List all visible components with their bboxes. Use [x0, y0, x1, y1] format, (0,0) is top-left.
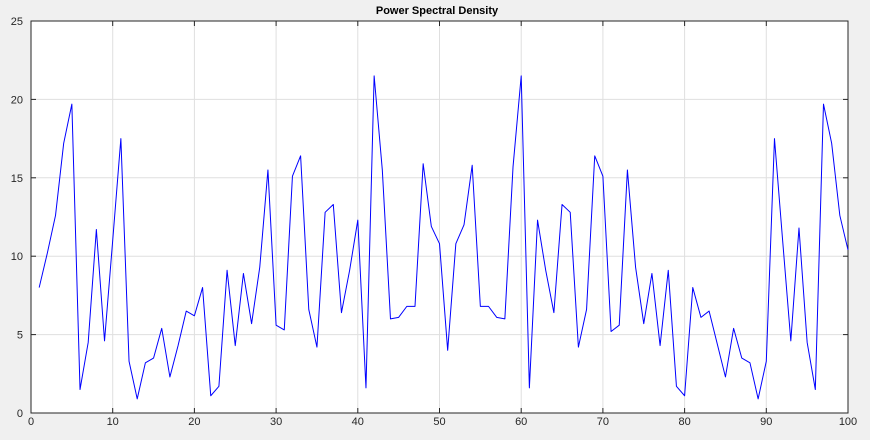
x-tick-label: 70 [597, 416, 609, 428]
y-tick-label: 25 [11, 16, 23, 28]
x-tick-label: 40 [352, 416, 364, 428]
y-tick-label: 20 [11, 94, 23, 106]
x-tick-label: 0 [28, 416, 34, 428]
x-tick-label: 50 [433, 416, 445, 428]
chart-title: Power Spectral Density [376, 5, 499, 17]
x-tick-label: 90 [760, 416, 772, 428]
y-tick-label: 10 [11, 251, 23, 263]
x-tick-label: 100 [839, 416, 857, 428]
axis-ticks [30, 20, 849, 414]
x-tick-label: 10 [107, 416, 119, 428]
x-tick-label: 60 [515, 416, 527, 428]
y-tick-label: 15 [11, 173, 23, 185]
x-tick-label: 80 [678, 416, 690, 428]
x-tick-label: 30 [270, 416, 282, 428]
x-tick-label: 20 [188, 416, 200, 428]
plot-series [38, 75, 849, 400]
y-tick-label: 0 [17, 408, 23, 420]
psd-series-line [38, 75, 849, 400]
x-axis-tick-labels: 0 10 20 30 40 50 60 70 80 90 100 [28, 416, 857, 428]
y-axis-tick-labels: 0 5 10 15 20 25 [11, 16, 23, 420]
y-tick-label: 5 [17, 330, 23, 342]
